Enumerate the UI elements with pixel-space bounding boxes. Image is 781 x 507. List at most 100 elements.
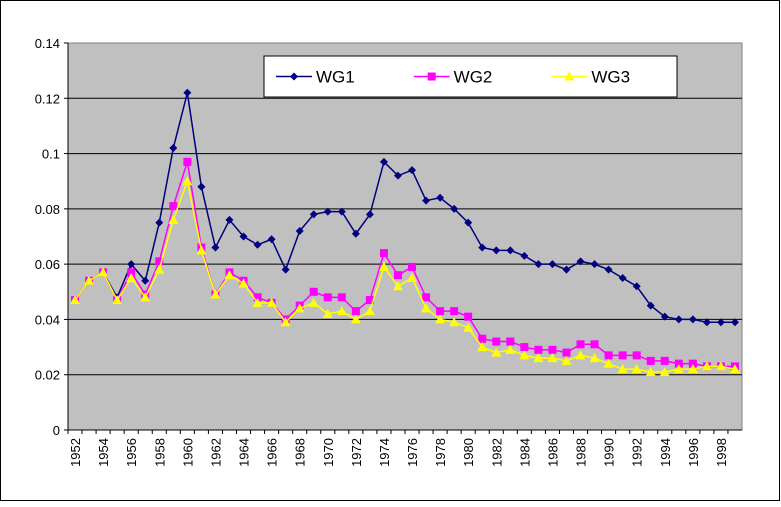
data-point bbox=[309, 287, 318, 296]
data-point bbox=[632, 282, 641, 291]
data-point bbox=[421, 303, 432, 313]
x-tick-label: 1990 bbox=[602, 438, 617, 467]
x-tick-label: 1972 bbox=[349, 438, 364, 467]
data-point bbox=[295, 226, 304, 235]
data-point bbox=[323, 293, 332, 302]
data-point bbox=[239, 232, 248, 241]
data-point bbox=[464, 218, 473, 227]
data-point bbox=[449, 317, 460, 327]
data-point bbox=[294, 303, 305, 313]
data-point bbox=[196, 245, 207, 255]
data-point bbox=[450, 204, 459, 213]
x-tick-label: 1992 bbox=[630, 438, 645, 467]
data-point bbox=[478, 334, 487, 343]
y-tick-label: 0.14 bbox=[35, 36, 60, 51]
data-point bbox=[364, 306, 375, 316]
data-point bbox=[547, 353, 558, 363]
data-point bbox=[365, 296, 374, 305]
data-point bbox=[84, 275, 95, 285]
x-tick-label: 1984 bbox=[517, 438, 532, 467]
data-point bbox=[688, 359, 697, 368]
data-point bbox=[336, 306, 347, 316]
data-point bbox=[520, 343, 529, 352]
x-tick-label: 1988 bbox=[574, 438, 589, 467]
data-point bbox=[576, 257, 585, 266]
data-point bbox=[730, 318, 739, 327]
data-point bbox=[702, 318, 711, 327]
legend-label: WG3 bbox=[591, 68, 630, 87]
data-point bbox=[436, 193, 445, 202]
legend-label: WG2 bbox=[454, 68, 493, 87]
data-point bbox=[393, 271, 402, 280]
data-point bbox=[266, 297, 277, 307]
data-point bbox=[224, 270, 235, 280]
data-point bbox=[463, 322, 474, 332]
data-point bbox=[631, 364, 642, 374]
y-tick-label: 0.1 bbox=[42, 147, 60, 162]
data-point bbox=[506, 246, 515, 255]
data-point bbox=[562, 265, 571, 274]
data-point bbox=[323, 207, 332, 216]
legend-marker bbox=[290, 72, 298, 81]
data-point bbox=[309, 210, 318, 219]
data-point bbox=[604, 351, 613, 360]
data-point bbox=[211, 243, 220, 252]
data-point bbox=[408, 166, 417, 175]
data-point bbox=[660, 356, 669, 365]
legend-box bbox=[263, 55, 678, 98]
data-point bbox=[674, 315, 683, 324]
data-point bbox=[604, 265, 613, 274]
data-point bbox=[646, 356, 655, 365]
data-point bbox=[182, 176, 193, 186]
data-point bbox=[534, 345, 543, 354]
y-tick-label: 0.08 bbox=[35, 202, 60, 217]
x-tick-label: 1998 bbox=[714, 438, 729, 467]
data-point bbox=[351, 229, 360, 238]
data-point bbox=[126, 272, 137, 282]
x-tick-label: 1964 bbox=[237, 438, 252, 467]
x-tick-label: 1982 bbox=[489, 438, 504, 467]
data-point bbox=[617, 364, 628, 374]
x-tick-label: 1956 bbox=[124, 438, 139, 467]
data-point bbox=[659, 366, 670, 376]
data-point bbox=[520, 251, 529, 260]
data-point bbox=[645, 366, 656, 376]
data-point bbox=[729, 364, 740, 374]
data-point bbox=[308, 297, 319, 307]
data-point bbox=[436, 307, 445, 316]
data-point bbox=[646, 301, 655, 310]
data-point bbox=[715, 361, 726, 371]
data-point bbox=[435, 314, 446, 324]
data-point bbox=[603, 358, 614, 368]
data-point bbox=[561, 355, 572, 365]
data-point bbox=[478, 243, 487, 252]
x-tick-label: 1994 bbox=[658, 438, 673, 467]
data-point bbox=[407, 272, 418, 282]
y-tick-label: 0 bbox=[53, 423, 60, 438]
legend-label: WG1 bbox=[316, 68, 355, 87]
x-tick-label: 1962 bbox=[208, 438, 223, 467]
legend-marker bbox=[564, 71, 575, 81]
x-tick-label: 1980 bbox=[461, 438, 476, 467]
data-point bbox=[450, 307, 459, 316]
data-point bbox=[533, 353, 544, 363]
x-tick-label: 1960 bbox=[180, 438, 195, 467]
data-point bbox=[183, 88, 192, 97]
data-point bbox=[701, 361, 712, 371]
data-point bbox=[127, 260, 136, 269]
data-point bbox=[618, 273, 627, 282]
data-point bbox=[281, 265, 290, 274]
data-point bbox=[140, 292, 151, 302]
data-point bbox=[337, 207, 346, 216]
data-point bbox=[491, 347, 502, 357]
x-tick-label: 1974 bbox=[377, 438, 392, 467]
data-point bbox=[141, 276, 150, 285]
plot-area bbox=[67, 42, 743, 431]
data-point bbox=[280, 317, 291, 327]
data-point bbox=[253, 240, 262, 249]
data-point bbox=[322, 308, 333, 318]
data-point bbox=[112, 295, 123, 305]
data-point bbox=[618, 351, 627, 360]
data-point bbox=[253, 293, 262, 302]
